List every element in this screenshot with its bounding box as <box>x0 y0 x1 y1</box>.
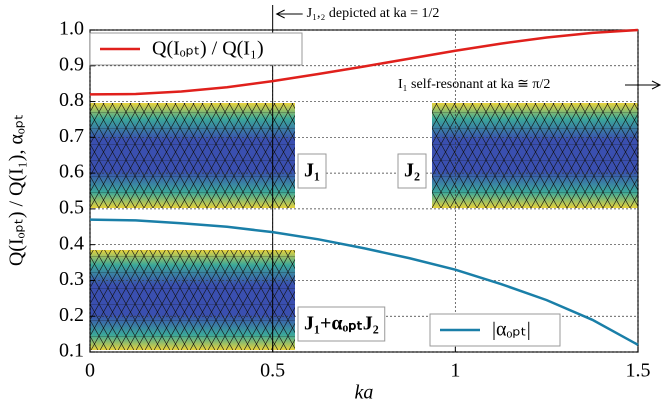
x-tick-label: 0 <box>85 360 95 382</box>
y-tick-label: 0.9 <box>59 53 84 75</box>
inset-mesh <box>90 250 295 350</box>
x-tick-label: 1 <box>450 360 460 382</box>
inset-mesh <box>90 103 295 208</box>
y-tick-label: 0.6 <box>59 161 84 183</box>
y-tick-label: 0.4 <box>59 232 84 254</box>
x-axis-label: ka <box>355 382 374 404</box>
annotation-arrow <box>625 80 662 90</box>
y-tick-label: 0.8 <box>59 89 84 111</box>
x-tick-label: 0.5 <box>260 360 285 382</box>
x-tick-label: 1.5 <box>626 360 651 382</box>
inset-label: J₁+αₒₚₜJ₂ <box>304 313 379 335</box>
y-axis-label: Q(Iₒₚₜ) / Q(I₁), αₒₚₜ <box>6 114 28 266</box>
inset-label-box <box>297 153 327 189</box>
y-tick-label: 1.0 <box>59 18 84 40</box>
legend-label: |αₒₚₜ| <box>492 319 531 341</box>
annotation: J₁,₂ depicted at ka = 1/2 <box>307 6 440 21</box>
y-tick-label: 0.7 <box>59 125 84 147</box>
annotation-arrow <box>275 9 303 19</box>
annotation: I₁ self-resonant at ka ≅ π/2 <box>398 77 550 92</box>
insets <box>90 103 638 350</box>
series-line <box>89 28 639 96</box>
y-tick-label: 0.3 <box>59 268 84 290</box>
y-tick-label: 0.2 <box>59 304 84 326</box>
y-tick-label: 0.5 <box>59 196 84 218</box>
y-tick-label: 0.1 <box>59 340 84 362</box>
inset-label: J₂ <box>404 160 420 182</box>
inset-label-box <box>397 153 427 189</box>
legend-label: Q(Iₒₚₜ) / Q(I₁) <box>152 38 264 60</box>
inset-label: J₁ <box>304 160 320 182</box>
inset-label-box <box>297 306 386 342</box>
inset-mesh <box>432 103 638 208</box>
series-line <box>89 218 639 346</box>
